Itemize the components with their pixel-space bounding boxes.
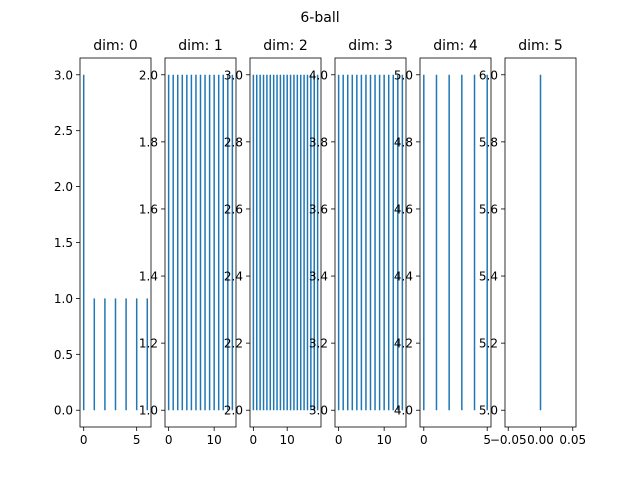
y-tick-label: 2.6 [224, 202, 243, 216]
panel-title: dim: 3 [348, 38, 393, 54]
y-tick-label: 4.0 [309, 68, 328, 82]
axes-frame [334, 57, 407, 428]
y-tick-label: 3.0 [224, 68, 243, 82]
x-tick-label: 10 [207, 433, 222, 447]
y-tick-label: 0.0 [54, 404, 73, 418]
y-tick-label: 2.8 [224, 135, 243, 149]
panel-title: dim: 4 [433, 38, 478, 54]
y-tick-label: 1.0 [54, 292, 73, 306]
x-tick-label: 0 [250, 433, 258, 447]
x-tick-label: 5 [483, 433, 491, 447]
x-tick-label: 0.05 [559, 433, 586, 447]
y-tick-label: 5.6 [479, 202, 498, 216]
panel-0: dim: 0 0 5 0.0 0.5 1.0 1.5 2.0 2.5 3.0 [54, 38, 152, 447]
y-tick-label: 1.4 [139, 270, 158, 284]
y-tick-label: 3.0 [54, 68, 73, 82]
x-tick-label: 0 [420, 433, 428, 447]
y-tick-label: 2.0 [224, 404, 243, 418]
x-tick-label: 0 [165, 433, 173, 447]
y-tick-label: 4.6 [394, 202, 413, 216]
panel-title: dim: 5 [518, 38, 563, 54]
panel-4: dim: 4 0 5 4.0 4.2 4.4 4.6 4.8 5.0 [394, 38, 492, 447]
x-tick-label: 5 [133, 433, 141, 447]
y-tick-label: 2.2 [224, 337, 243, 351]
y-tick-label: 5.2 [479, 337, 498, 351]
y-tick-label: 1.2 [139, 337, 158, 351]
axes-frame [164, 57, 237, 428]
x-tick-label: 0.00 [527, 433, 554, 447]
y-tick-label: 5.8 [479, 135, 498, 149]
y-tick-label: 2.0 [54, 180, 73, 194]
panel-title: dim: 2 [263, 38, 308, 54]
y-tick-label: 1.0 [139, 404, 158, 418]
y-tick-label: 1.6 [139, 202, 158, 216]
y-tick-label: 4.2 [394, 337, 413, 351]
panel-title: dim: 1 [178, 38, 223, 54]
x-tick-label: −0.05 [490, 433, 527, 447]
axes-frame [249, 57, 322, 428]
axes-frame [419, 57, 492, 428]
x-tick-label: 10 [377, 433, 392, 447]
y-tick-label: 4.0 [394, 404, 413, 418]
panel-1: dim: 1 0 10 1.0 1.2 1.4 1.6 1.8 2.0 [139, 38, 237, 447]
panel-2: dim: 2 0 10 2.0 2.2 2.4 2.6 2.8 3.0 [224, 38, 322, 447]
y-tick-label: 2.0 [139, 68, 158, 82]
y-tick-label: 6.0 [479, 68, 498, 82]
x-tick-label: 10 [280, 433, 295, 447]
y-tick-label: 3.8 [309, 135, 328, 149]
y-tick-label: 2.4 [224, 270, 243, 284]
y-tick-label: 3.6 [309, 202, 328, 216]
panel-title: dim: 0 [93, 38, 138, 54]
figure-title: 6-ball [300, 10, 339, 26]
x-tick-label: 0 [335, 433, 343, 447]
panel-3: dim: 3 0 10 3.0 3.2 3.4 3.6 3.8 4.0 [309, 38, 407, 447]
y-tick-label: 5.0 [479, 404, 498, 418]
y-tick-label: 5.0 [394, 68, 413, 82]
y-tick-label: 4.4 [394, 270, 413, 284]
y-tick-label: 0.5 [54, 348, 73, 362]
y-tick-label: 1.5 [54, 236, 73, 250]
panel-5: dim: 5 −0.05 0.00 0.05 5.0 5.2 5.4 5.6 5.8 6.0 [479, 38, 586, 447]
x-tick-label: 0 [80, 433, 88, 447]
y-tick-label: 3.2 [309, 337, 328, 351]
y-tick-label: 5.4 [479, 270, 498, 284]
y-tick-label: 4.8 [394, 135, 413, 149]
y-tick-label: 3.4 [309, 270, 328, 284]
y-tick-label: 1.8 [139, 135, 158, 149]
y-tick-label: 3.0 [309, 404, 328, 418]
y-tick-label: 2.5 [54, 124, 73, 138]
